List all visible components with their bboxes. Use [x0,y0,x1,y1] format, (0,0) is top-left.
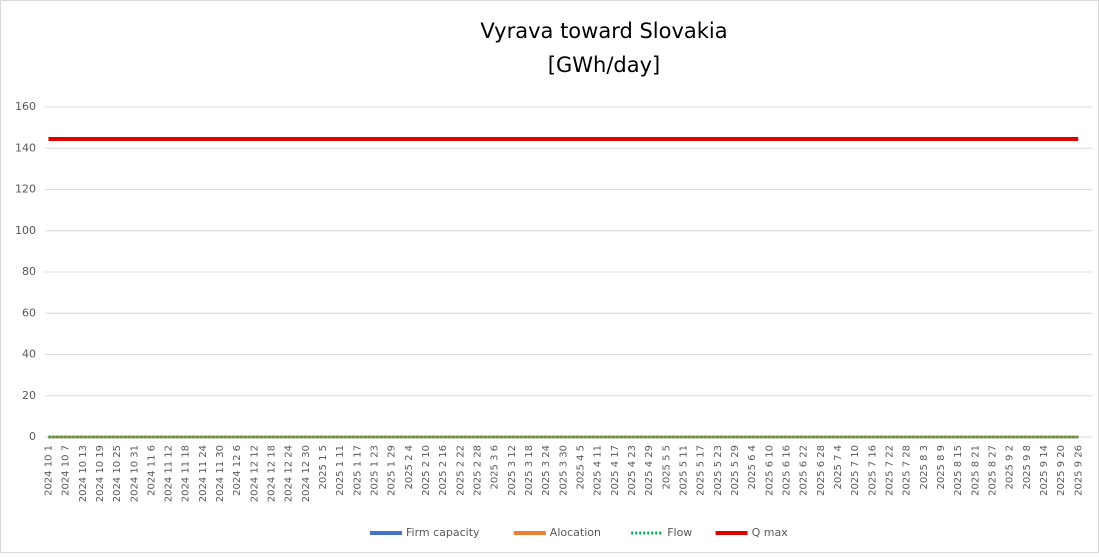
legend-label: Flow [667,526,692,539]
x-tick-label: 2025 4 5 [576,445,587,490]
y-tick-label: 100 [15,224,36,237]
x-tick-label: 2025 9 20 [1056,445,1067,496]
x-tick-label: 2025 5 5 [661,445,672,490]
x-tick-label: 2025 4 29 [644,445,655,496]
x-tick-label: 2024 10 31 [129,445,140,502]
legend-label: Alocation [550,526,601,539]
legend-label: Firm capacity [406,526,480,539]
x-tick-label: 2025 3 6 [490,445,501,490]
x-tick-label: 2025 5 29 [730,445,741,496]
x-tick-label: 2025 4 17 [610,445,621,496]
x-tick-label: 2025 1 17 [352,445,363,496]
x-tick-label: 2025 3 18 [524,445,535,496]
x-tick-label: 2025 2 4 [404,445,415,490]
x-tick-label: 2025 8 3 [919,445,930,490]
x-tick-label: 2025 9 8 [1022,445,1033,490]
x-tick-label: 2025 1 23 [370,445,381,496]
y-tick-label: 120 [15,183,36,196]
x-tick-label: 2024 12 18 [267,445,278,502]
y-tick-label: 140 [15,141,36,154]
x-tick-label: 2025 2 10 [421,445,432,496]
x-tick-label: 2025 7 28 [902,445,913,496]
x-tick-label: 2025 5 23 [713,445,724,496]
x-tick-label: 2025 8 21 [970,445,981,496]
x-tick-label: 2024 10 19 [95,445,106,502]
x-tick-label: 2025 3 24 [541,445,552,496]
x-tick-label: 2024 11 12 [164,445,175,502]
y-tick-label: 160 [15,100,36,113]
x-tick-label: 2024 12 6 [232,445,243,496]
x-tick-label: 2025 9 26 [1073,445,1084,496]
x-tick-label: 2025 6 16 [781,445,792,496]
x-tick-label: 2025 2 28 [473,445,484,496]
x-tick-label: 2025 6 10 [764,445,775,496]
x-tick-label: 2025 9 2 [1005,445,1016,490]
x-tick-label: 2025 7 16 [867,445,878,496]
x-tick-label: 2025 7 4 [833,445,844,490]
y-tick-label: 60 [22,306,36,319]
x-tick-label: 2025 6 4 [747,445,758,490]
x-tick-label: 2024 10 25 [112,445,123,502]
x-tick-label: 2024 12 24 [284,445,295,502]
x-tick-label: 2025 5 11 [678,445,689,496]
x-tick-label: 2025 2 16 [438,445,449,496]
x-tick-label: 2025 8 27 [987,445,998,496]
x-tick-label: 2024 11 18 [181,445,192,502]
x-tick-label: 2024 10 13 [78,445,89,502]
x-tick-label: 2025 5 17 [696,445,707,496]
chart-title: Vyrava toward Slovakia [480,19,727,43]
x-tick-label: 2024 11 6 [146,445,157,496]
x-tick-label: 2024 11 24 [198,445,209,502]
x-tick-label: 2025 1 29 [387,445,398,496]
x-tick-label: 2025 4 11 [593,445,604,496]
x-tick-label: 2025 7 22 [884,445,895,496]
x-tick-label: 2025 7 10 [850,445,861,496]
x-tick-label: 2024 12 30 [301,445,312,502]
x-tick-label: 2024 10 1 [43,445,54,496]
x-tick-label: 2025 2 22 [455,445,466,496]
y-tick-label: 80 [22,265,36,278]
y-tick-label: 40 [22,348,36,361]
x-tick-label: 2025 9 14 [1039,445,1050,496]
legend-label: Q max [752,526,789,539]
x-tick-label: 2025 3 12 [507,445,518,496]
x-tick-label: 2025 4 23 [627,445,638,496]
y-tick-label: 0 [29,430,36,443]
y-tick-label: 20 [22,389,36,402]
x-tick-label: 2025 1 5 [318,445,329,490]
x-tick-label: 2025 8 9 [936,445,947,490]
x-tick-label: 2025 3 30 [558,445,569,496]
chart-subtitle: [GWh/day] [548,53,660,77]
x-tick-label: 2024 11 30 [215,445,226,502]
x-tick-label: 2025 6 22 [799,445,810,496]
x-tick-label: 2024 10 7 [61,445,72,496]
x-tick-label: 2024 12 12 [249,445,260,502]
x-tick-label: 2025 1 11 [335,445,346,496]
x-tick-label: 2025 6 28 [816,445,827,496]
x-tick-label: 2025 8 15 [953,445,964,496]
